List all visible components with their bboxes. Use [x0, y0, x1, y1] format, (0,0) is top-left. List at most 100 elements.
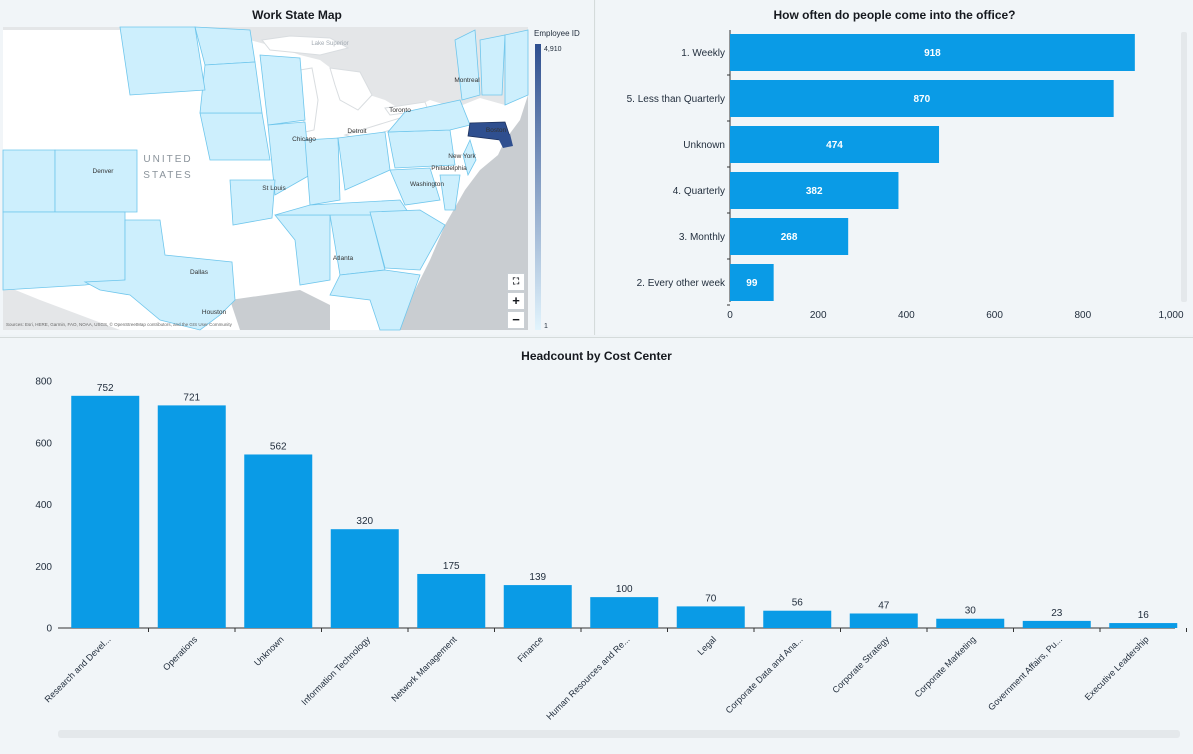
bar-value-label: 70 — [705, 593, 717, 604]
mexico-land — [3, 285, 120, 330]
lake-label: Lake Superior — [311, 41, 348, 47]
city-label: Toronto — [389, 107, 411, 114]
bar-value-label: 139 — [529, 572, 546, 583]
lake-superior — [261, 35, 350, 56]
bar-value-label: 870 — [913, 94, 930, 105]
category-label: Finance — [515, 634, 545, 664]
category-label: Network Management — [389, 634, 459, 704]
y-tick-label: 200 — [35, 562, 52, 573]
bar[interactable] — [730, 80, 1114, 117]
category-label: Corporate Strategy — [830, 634, 891, 695]
bar-value-label: 320 — [356, 516, 373, 527]
bar[interactable] — [849, 613, 918, 628]
city-label: Detroit — [347, 128, 366, 135]
y-tick-label: 800 — [35, 377, 52, 388]
vertical-scrollbar[interactable] — [1181, 32, 1187, 302]
country-label-1: UNITED — [143, 154, 192, 165]
bar-value-label: 175 — [443, 561, 460, 572]
bar[interactable] — [936, 618, 1005, 628]
atlantic-ocean — [380, 95, 528, 330]
category-label: Corporate Data and Ana... — [724, 634, 805, 715]
bar-value-label: 268 — [781, 232, 798, 243]
bar[interactable] — [1022, 620, 1091, 628]
country-label-2: STATES — [143, 170, 192, 181]
bar[interactable] — [590, 597, 659, 628]
category-label: Unknown — [683, 140, 725, 151]
bar[interactable] — [730, 34, 1135, 71]
bar[interactable] — [417, 573, 486, 628]
bar[interactable] — [71, 395, 140, 628]
category-label: Corporate Marketing — [913, 634, 978, 699]
y-tick-label: 600 — [35, 438, 52, 449]
bar-value-label: 382 — [806, 186, 823, 197]
category-label: Government Affairs, Pu... — [986, 634, 1064, 712]
x-tick-label: 400 — [898, 310, 915, 321]
cost-center-title: Headcount by Cost Center — [521, 349, 672, 363]
category-label: Information Technology — [299, 634, 372, 707]
category-label: 1. Weekly — [681, 48, 725, 59]
y-tick-label: 400 — [35, 500, 52, 511]
bar-value-label: 23 — [1051, 608, 1063, 619]
city-label: Washington — [410, 181, 444, 188]
x-tick-label: 1,000 — [1158, 310, 1183, 321]
bar-value-label: 16 — [1138, 610, 1150, 621]
bar-value-label: 47 — [878, 600, 890, 611]
city-label: Denver — [93, 168, 115, 175]
office-frequency-chart: 918 1. Weekly 870 5. Less than Quarterly 474… — [627, 30, 1187, 321]
x-tick-label: 0 — [727, 310, 733, 321]
category-label: Unknown — [252, 634, 286, 668]
city-label: Dallas — [190, 269, 209, 276]
zoom-in-button[interactable]: + — [507, 292, 525, 310]
bar-value-label: 562 — [270, 441, 287, 452]
y-tick-label: 0 — [46, 624, 52, 635]
city-label: St Louis — [262, 185, 286, 192]
us-states — [2, 26, 529, 331]
bar[interactable] — [763, 610, 832, 628]
zoom-out-button[interactable]: − — [507, 311, 525, 329]
gulf-of-mexico — [230, 290, 330, 330]
category-label: 5. Less than Quarterly — [627, 94, 725, 105]
map-svg[interactable]: Lake Superior UNITED STATES Montreal Toro… — [0, 0, 594, 335]
bar[interactable] — [730, 218, 849, 255]
cost-center-chart: 0 200 400 600 800 752 Research and Devel... 721… — [35, 377, 1187, 738]
bar[interactable] — [730, 126, 940, 163]
category-label: Executive Leadership — [1083, 634, 1151, 702]
legend-gradient — [535, 44, 541, 330]
bar[interactable] — [730, 264, 774, 301]
bar[interactable] — [1109, 623, 1178, 628]
category-label: 4. Quarterly — [673, 186, 725, 197]
map-attribution: Sources: Esri, HERE, Garmin, FAO, NOAA, … — [6, 321, 233, 327]
bar-value-label: 99 — [746, 278, 758, 289]
legend-min: 1 — [544, 323, 548, 330]
lake-huron — [329, 67, 373, 111]
city-label: Chicago — [292, 136, 316, 143]
bar[interactable] — [503, 585, 572, 628]
city-label: Montreal — [454, 77, 480, 84]
bar-value-label: 918 — [924, 48, 941, 59]
x-tick-label: 800 — [1074, 310, 1091, 321]
horizontal-scrollbar[interactable] — [58, 730, 1180, 738]
city-label: New York — [448, 153, 476, 160]
legend-title: Employee ID — [534, 29, 580, 38]
fit-bounds-icon[interactable]: ⛶ — [507, 273, 525, 291]
bar-value-label: 474 — [826, 140, 843, 151]
bar-value-label: 752 — [97, 383, 114, 394]
map-panel: Work State Map — [0, 0, 595, 335]
bar[interactable] — [330, 529, 399, 628]
category-label: 2. Every other week — [637, 278, 726, 289]
category-label: Human Resources and Re... — [544, 634, 631, 721]
city-labels: Montreal Toronto Chicago Detroit Boston New Y… — [93, 77, 507, 316]
category-label: Operations — [161, 634, 200, 673]
x-tick-label: 600 — [986, 310, 1003, 321]
bar[interactable] — [730, 172, 899, 209]
city-label: Boston — [486, 127, 507, 134]
bar[interactable] — [244, 454, 313, 628]
category-label: Research and Devel... — [43, 634, 113, 704]
city-label: Houston — [202, 309, 227, 316]
bar[interactable] — [676, 606, 745, 628]
cape-cod — [498, 134, 513, 148]
office-frequency-title: How often do people come into the office… — [773, 8, 1016, 22]
city-label: Atlanta — [333, 255, 354, 262]
cost-center-panel: Headcount by Cost Center 0 200 400 600 800 75… — [0, 337, 1193, 754]
bar[interactable] — [157, 405, 226, 628]
